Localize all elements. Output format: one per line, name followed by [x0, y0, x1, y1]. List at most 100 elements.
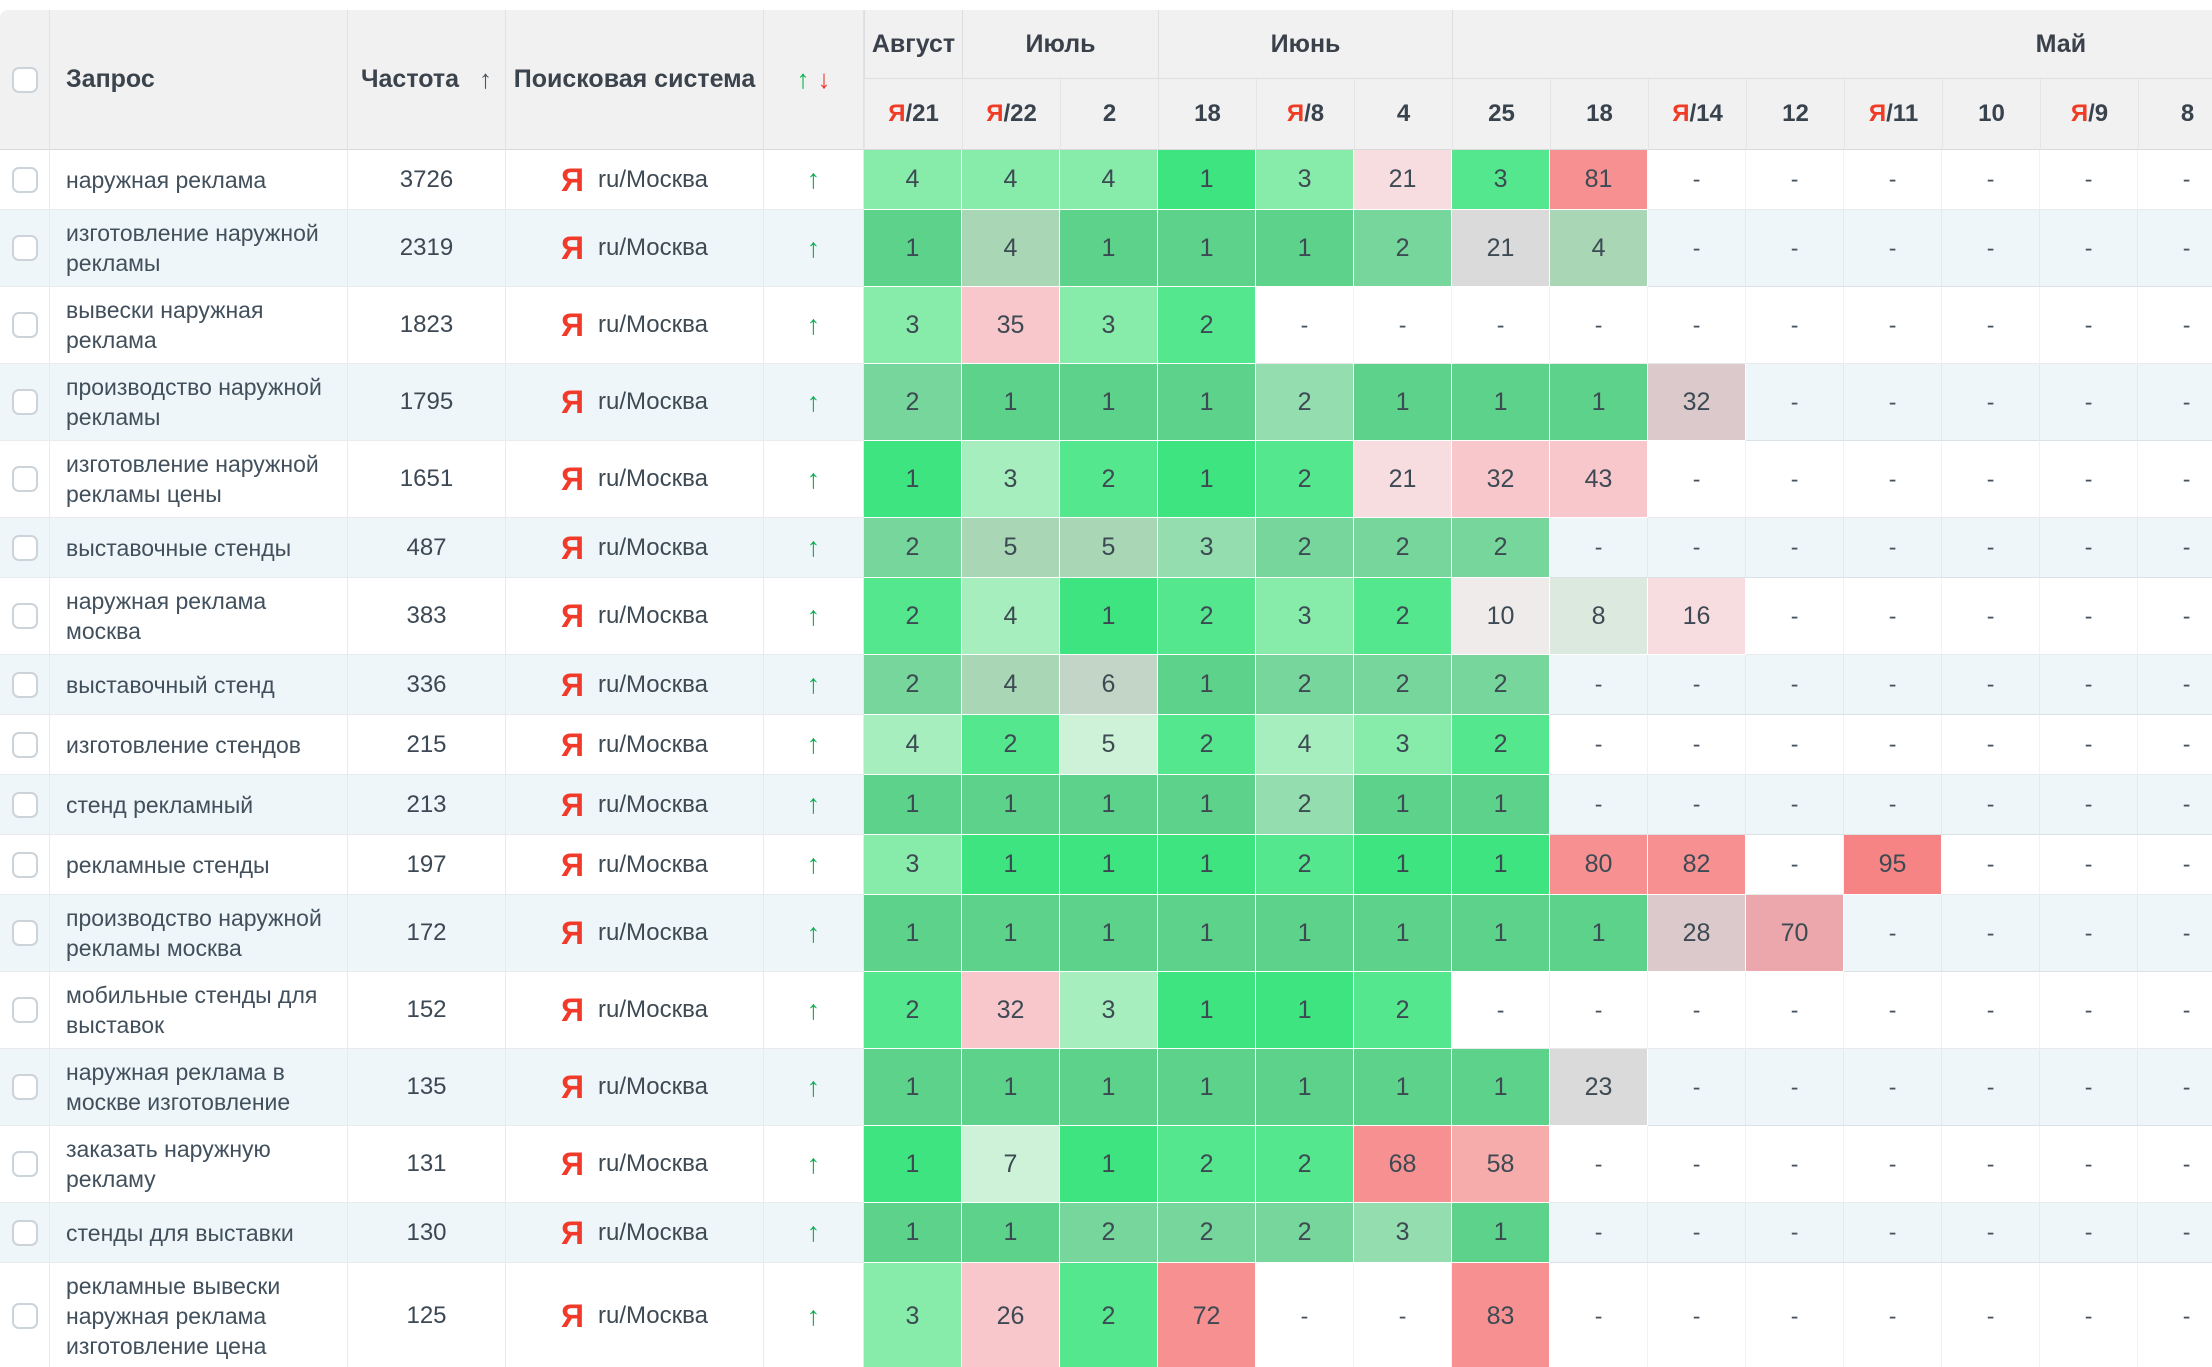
position-cell: 28: [1648, 895, 1747, 972]
trend-cell: ↑: [764, 775, 864, 835]
row-select-cell: [0, 895, 50, 972]
engine-label: ru/Москва: [598, 1073, 708, 1100]
date-header-cell[interactable]: Я/14: [1648, 79, 1747, 150]
position-cell: 1: [1550, 895, 1649, 972]
date-header-cell[interactable]: 8: [2138, 79, 2212, 150]
frequency-column-title: Частота: [360, 65, 460, 93]
row-checkbox[interactable]: [11, 312, 38, 338]
date-header-cell[interactable]: 10: [1942, 79, 2041, 150]
position-cell: -: [2040, 972, 2139, 1049]
row-checkbox[interactable]: [11, 534, 38, 561]
trend-up-icon: ↑: [806, 463, 821, 494]
frequency-cell: 336: [348, 655, 506, 715]
frequency-cell: 487: [348, 518, 506, 578]
trend-cell: ↑: [764, 210, 864, 287]
row-checkbox[interactable]: [11, 671, 38, 698]
row-checkbox[interactable]: [11, 731, 38, 758]
position-cell: -: [2040, 1203, 2139, 1263]
position-cell: 1: [1060, 895, 1159, 972]
row-checkbox[interactable]: [11, 466, 38, 492]
position-cell: 2: [1452, 518, 1551, 578]
table-header: Запрос Частота ↑ Поисковая система ↑ ↓: [0, 10, 2212, 150]
date-header-cell[interactable]: Я/9: [2040, 79, 2139, 150]
month-group-3: Июнь: [1158, 10, 1453, 79]
month-group-2: Июль: [962, 10, 1159, 79]
position-cell: -: [1550, 972, 1649, 1049]
engine-label: ru/Москва: [598, 165, 708, 193]
frequency-column-header[interactable]: Частота ↑: [348, 10, 506, 150]
row-checkbox[interactable]: [11, 166, 38, 193]
position-cell: 2: [1158, 578, 1257, 655]
position-cell: 21: [1354, 441, 1453, 518]
position-cell: 2: [1256, 364, 1355, 441]
row-checkbox[interactable]: [11, 851, 38, 878]
query-cell: мобильные стенды для выставок: [50, 972, 348, 1049]
position-cell: -: [1648, 210, 1747, 287]
date-label: 18: [1586, 100, 1613, 127]
date-header-cell[interactable]: 18: [1158, 79, 1257, 150]
date-header-cell[interactable]: 25: [1452, 79, 1551, 150]
position-cell: -: [2040, 210, 2139, 287]
row-checkbox[interactable]: [11, 1151, 38, 1177]
date-header-cell[interactable]: 2: [1060, 79, 1159, 150]
position-cell: 3: [1256, 150, 1355, 210]
position-cell: 3: [1060, 972, 1159, 1049]
position-cell: 26: [962, 1263, 1060, 1367]
position-cell: 1: [1060, 578, 1159, 655]
position-cell: 1: [1060, 210, 1159, 287]
date-header-cell[interactable]: Я/11: [1844, 79, 1943, 150]
row-checkbox[interactable]: [11, 791, 38, 818]
row-checkbox[interactable]: [11, 997, 38, 1023]
yandex-icon: Я: [561, 461, 585, 497]
row-checkbox[interactable]: [11, 1219, 38, 1246]
frequency-cell: 2319: [348, 210, 506, 287]
yandex-icon: Я: [986, 100, 1004, 127]
position-cell: -: [1550, 775, 1649, 835]
row-checkbox[interactable]: [11, 1303, 38, 1329]
query-cell: наружная реклама москва: [50, 578, 348, 655]
position-cell: 4: [1256, 715, 1355, 775]
yandex-icon: Я: [561, 726, 585, 763]
row-select-cell: [0, 441, 50, 518]
position-cell: -: [2138, 364, 2212, 441]
position-cell: 2: [1256, 1203, 1355, 1263]
row-checkbox[interactable]: [11, 235, 38, 261]
date-header-cell[interactable]: Я/8: [1256, 79, 1355, 150]
date-header-cell[interactable]: 4: [1354, 79, 1453, 150]
keyword-positions-table: Запрос Частота ↑ Поисковая система ↑ ↓: [0, 10, 2212, 1367]
date-label: /11: [1886, 100, 1919, 127]
yandex-icon: Я: [1868, 100, 1887, 127]
query-cell: производство наружной рекламы: [50, 364, 348, 441]
row-checkbox[interactable]: [11, 920, 38, 946]
position-cell: -: [1550, 287, 1649, 364]
query-cell: стенд рекламный: [50, 775, 348, 835]
row-checkbox[interactable]: [11, 389, 38, 415]
date-header-cell[interactable]: Я/22: [962, 79, 1060, 150]
position-cell: -: [1844, 364, 1943, 441]
position-cell: -: [1746, 1126, 1845, 1203]
position-cell: -: [1844, 150, 1943, 210]
trend-column-header[interactable]: ↑ ↓: [764, 10, 864, 150]
row-checkbox[interactable]: [11, 1074, 38, 1100]
date-label: /22: [1003, 100, 1037, 127]
query-cell: рекламные стенды: [50, 835, 348, 895]
date-header-cell[interactable]: 18: [1550, 79, 1649, 150]
position-cell: 23: [1550, 1049, 1649, 1126]
date-header-cell[interactable]: 12: [1746, 79, 1845, 150]
row-select-cell: [0, 972, 50, 1049]
frequency-cell: 130: [348, 1203, 506, 1263]
date-header-cell[interactable]: Я/21: [864, 79, 962, 150]
position-cell: 1: [1354, 835, 1453, 895]
select-all-checkbox[interactable]: [11, 66, 38, 93]
position-cell: -: [2040, 1049, 2139, 1126]
month-label: Май: [2035, 29, 2087, 58]
row-checkbox[interactable]: [11, 603, 38, 629]
position-cell: 2: [1158, 287, 1257, 364]
row-select-cell: [0, 1263, 50, 1367]
